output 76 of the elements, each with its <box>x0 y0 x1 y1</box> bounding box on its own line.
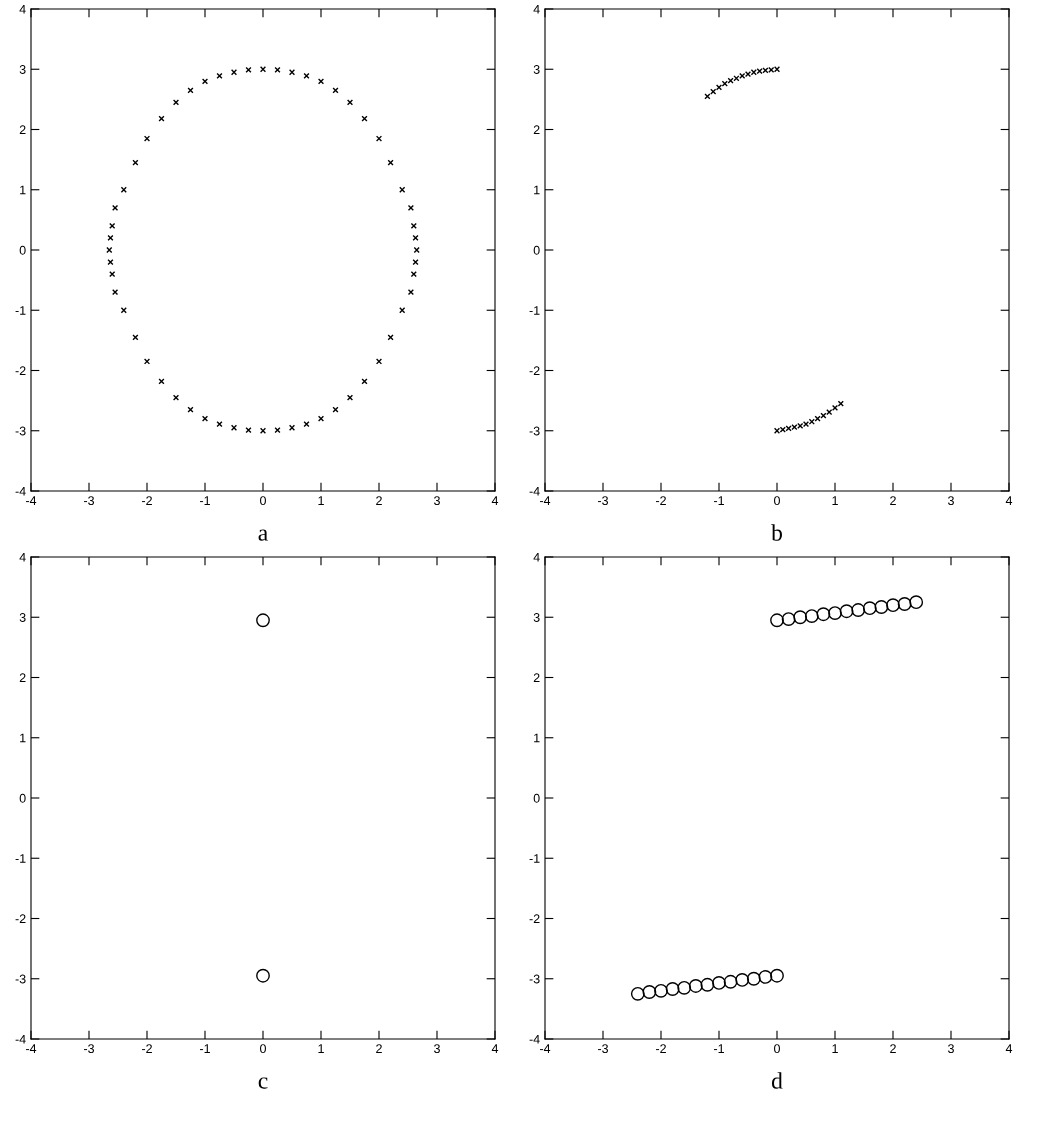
y-tick-label: 4 <box>19 4 26 14</box>
y-tick-label: 4 <box>533 4 540 14</box>
x-tick-label: -4 <box>540 1044 551 1053</box>
x-tick-label: -2 <box>656 496 666 505</box>
y-tick-label: 3 <box>19 65 26 74</box>
y-tick-label: -1 <box>529 306 540 315</box>
x-tick-label: 0 <box>774 1044 780 1054</box>
y-tick-label: -3 <box>15 974 26 984</box>
y-tick-label: -3 <box>15 426 26 436</box>
x-tick-label: 0 <box>774 496 780 506</box>
x-tick-label: 4 <box>1005 1044 1013 1053</box>
y-tick-label: -3 <box>529 974 540 984</box>
x-tick-label: 4 <box>1005 496 1013 505</box>
y-tick-label: 0 <box>19 793 26 803</box>
x-tick-label: 1 <box>318 1044 324 1053</box>
x-axis-title: b <box>771 524 782 541</box>
y-tick-label: 3 <box>19 613 26 622</box>
x-tick-label: -3 <box>84 1044 95 1054</box>
x-axis-title: a <box>258 529 268 541</box>
y-tick-label: 0 <box>19 245 26 255</box>
x-tick-label: -3 <box>84 496 95 506</box>
y-tick-label: 3 <box>533 65 540 74</box>
y-tick-label: -4 <box>529 486 540 496</box>
y-tick-label: 2 <box>533 125 540 135</box>
x-tick-label: -4 <box>540 496 551 505</box>
x-tick-label: 1 <box>832 496 838 505</box>
x-tick-label: 2 <box>376 1044 382 1053</box>
y-tick-label: 0 <box>533 793 540 803</box>
x-tick-label: -2 <box>142 1044 152 1053</box>
y-tick-label: 1 <box>20 185 26 195</box>
y-tick-label: -1 <box>15 854 26 863</box>
y-tick-label: 4 <box>19 552 26 562</box>
y-tick-label: -2 <box>15 366 26 376</box>
y-tick-label: -1 <box>529 854 540 863</box>
x-tick-label: -2 <box>656 1044 666 1053</box>
x-tick-label: 3 <box>434 1044 440 1054</box>
y-tick-label: -2 <box>15 914 26 924</box>
y-tick-label: 2 <box>19 125 26 135</box>
y-tick-label: -2 <box>529 366 540 376</box>
y-tick-label: 1 <box>534 185 540 195</box>
x-tick-label: -3 <box>598 496 609 506</box>
x-tick-label: -1 <box>714 1044 724 1053</box>
x-tick-label: 0 <box>260 496 266 506</box>
x-tick-label: -1 <box>200 496 210 505</box>
x-tick-label: -3 <box>598 1044 609 1054</box>
x-tick-label: 2 <box>376 496 382 505</box>
x-tick-label: 0 <box>260 1044 266 1054</box>
y-tick-label: -4 <box>15 486 26 496</box>
x-tick-label: -1 <box>714 496 724 505</box>
x-tick-label: 2 <box>890 1044 896 1053</box>
x-tick-label: 3 <box>948 496 954 506</box>
y-tick-label: -4 <box>15 1034 26 1044</box>
x-tick-label: 1 <box>318 496 324 505</box>
x-tick-label: -1 <box>200 1044 210 1053</box>
x-axis-title: c <box>258 1077 268 1089</box>
y-tick-label: 1 <box>20 733 26 743</box>
y-tick-label: 1 <box>534 733 540 743</box>
x-tick-label: -4 <box>26 1044 37 1053</box>
x-tick-label: -2 <box>142 496 152 505</box>
x-tick-label: -4 <box>26 496 37 505</box>
y-tick-label: 4 <box>533 552 540 562</box>
x-tick-label: 2 <box>890 496 896 505</box>
y-tick-label: 2 <box>533 673 540 683</box>
y-tick-label: 2 <box>19 673 26 683</box>
x-tick-label: 1 <box>832 1044 838 1053</box>
x-tick-label: 3 <box>434 496 440 506</box>
y-tick-label: 3 <box>533 613 540 622</box>
y-tick-label: -4 <box>529 1034 540 1044</box>
y-tick-label: -2 <box>529 914 540 924</box>
y-tick-label: -1 <box>15 306 26 315</box>
x-tick-label: 4 <box>491 496 499 505</box>
x-tick-label: 3 <box>948 1044 954 1054</box>
x-axis-title: d <box>771 1072 783 1089</box>
y-tick-label: -3 <box>529 426 540 436</box>
y-tick-label: 0 <box>533 245 540 255</box>
x-tick-label: 4 <box>491 1044 499 1053</box>
